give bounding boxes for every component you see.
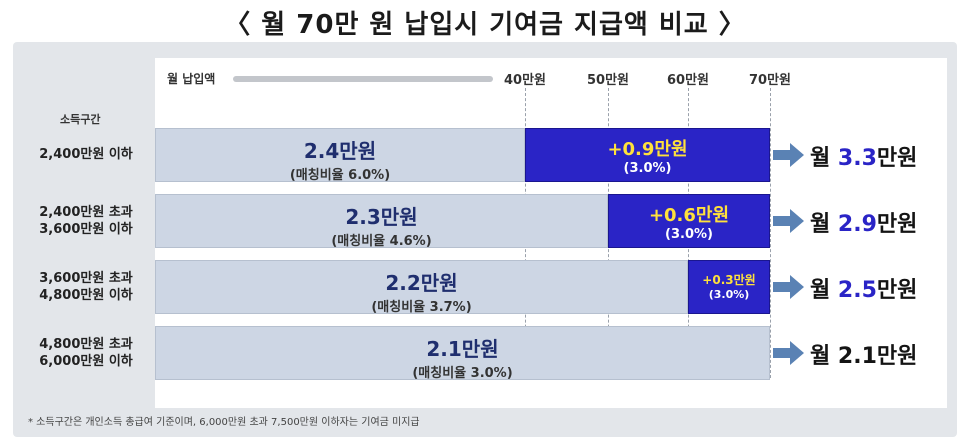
row-label-line: 2,400만원 초과 bbox=[39, 205, 133, 220]
x-tick-label: 70만원 bbox=[748, 73, 792, 88]
arrow-right-icon bbox=[773, 209, 804, 233]
bar-base-segment: 2.1만원 (매칭비율 3.0%) bbox=[155, 326, 770, 381]
x-tick-label: 40만원 bbox=[503, 73, 547, 88]
row-label-line: 2,400만원 이하 bbox=[39, 147, 133, 162]
x-tick-label: 60만원 bbox=[666, 73, 710, 88]
bar-base-value: 2.1만원 bbox=[426, 337, 499, 361]
bar-base-segment: 2.3만원 (매칭비율 4.6%) bbox=[155, 194, 608, 249]
bar-base-segment: 2.2만원 (매칭비율 3.7%) bbox=[155, 260, 688, 315]
total-result: 월 2.1만원 bbox=[810, 338, 917, 370]
x-axis-label: 월 납입액 bbox=[167, 72, 216, 86]
bar-base-value: 2.2만원 bbox=[385, 271, 458, 295]
total-unit: 만원 bbox=[876, 278, 918, 303]
row-label-line: 4,800만원 이하 bbox=[39, 288, 133, 303]
x-axis-track bbox=[233, 76, 493, 82]
total-value: 2.5 bbox=[837, 278, 877, 303]
row-label: 3,600만원 초과 4,800만원 이하 bbox=[20, 270, 152, 304]
total-unit: 2.1만원 bbox=[837, 344, 918, 369]
arrow-right-icon bbox=[773, 275, 804, 299]
x-axis: 월 납입액 40만원 50만원 60만원 70만원 bbox=[155, 66, 825, 88]
total-result: 월 2.5만원 bbox=[810, 272, 917, 304]
total-unit: 만원 bbox=[876, 212, 918, 237]
total-value: 2.9 bbox=[837, 212, 877, 237]
x-tick-label: 50만원 bbox=[586, 73, 630, 88]
row-label: 2,400만원 초과 3,600만원 이하 bbox=[20, 204, 152, 238]
total-value: 3.3 bbox=[837, 146, 877, 171]
bar-match-segment: +0.9만원 (3.0%) bbox=[525, 128, 770, 182]
bar-match-value: +0.9만원 bbox=[607, 139, 688, 160]
row-label: 2,400만원 이하 bbox=[20, 146, 152, 163]
bar-match-value: +0.6만원 bbox=[648, 205, 730, 226]
row-label-line: 3,600만원 초과 bbox=[39, 271, 133, 286]
arrow-right-icon bbox=[773, 341, 804, 365]
total-prefix: 월 bbox=[810, 344, 838, 369]
bar-base-rate: (매칭비율 3.0%) bbox=[412, 366, 513, 381]
bar-match-rate: (3.0%) bbox=[665, 227, 713, 242]
row-label-line: 4,800만원 초과 bbox=[39, 337, 133, 352]
total-result: 월 3.3만원 bbox=[810, 140, 917, 172]
gridline bbox=[770, 88, 771, 378]
total-unit: 만원 bbox=[876, 146, 918, 171]
row-label-line: 6,000만원 이하 bbox=[39, 354, 133, 369]
total-prefix: 월 bbox=[810, 146, 838, 171]
arrow-right-icon bbox=[773, 143, 804, 167]
total-prefix: 월 bbox=[810, 278, 838, 303]
bar-base-segment: 2.4만원 (매칭비율 6.0%) bbox=[155, 128, 525, 183]
bar-match-segment: +0.6만원 (3.0%) bbox=[608, 194, 770, 248]
bar-match-segment: +0.3만원 (3.0%) bbox=[688, 260, 770, 314]
bar-match-rate: (3.0%) bbox=[623, 161, 672, 176]
bar-base-rate: (매칭비율 4.6%) bbox=[331, 234, 432, 249]
total-prefix: 월 bbox=[810, 212, 838, 237]
total-result: 월 2.9만원 bbox=[810, 206, 917, 238]
row-label-line: 3,600만원 이하 bbox=[39, 222, 133, 237]
bar-match-value: +0.3만원 bbox=[702, 273, 756, 287]
bar-base-rate: (매칭비율 6.0%) bbox=[289, 168, 391, 183]
bar-match-rate: (3.0%) bbox=[708, 288, 750, 301]
bar-base-value: 2.3만원 bbox=[345, 205, 418, 229]
bar-base-value: 2.4만원 bbox=[303, 139, 377, 163]
row-label: 4,800만원 초과 6,000만원 이하 bbox=[20, 336, 152, 370]
footnote: * 소득구간은 개인소득 총급여 기준이며, 6,000만원 초과 7,500만… bbox=[28, 417, 420, 428]
row-header-label: 소득구간 bbox=[60, 113, 101, 126]
chart-title: 〈 월 70만 원 납입시 기여금 지급액 비교 〉 bbox=[224, 10, 746, 40]
bar-base-rate: (매칭비율 3.7%) bbox=[371, 300, 472, 315]
